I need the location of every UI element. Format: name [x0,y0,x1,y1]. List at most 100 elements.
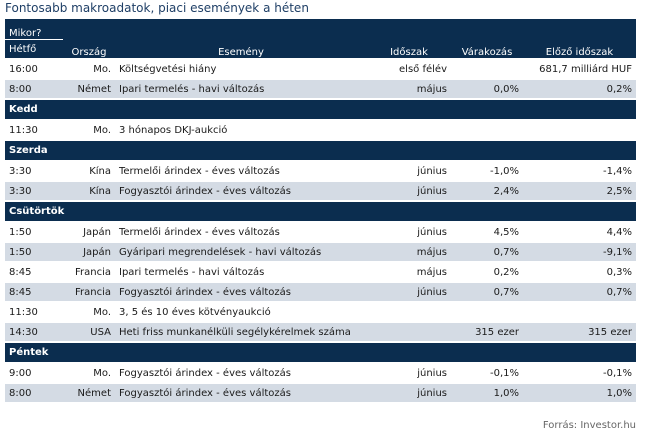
time-cell: 3:30 [5,180,63,201]
previous-cell: 315 ezer [523,321,636,342]
events-table: Mikor? Ország Esemény Időszak Várakozás … [5,18,636,402]
country-cell: Francia [63,261,115,282]
country-cell: Mo. [63,119,115,140]
country-cell: Francia [63,281,115,302]
expected-cell: 0,0% [451,78,523,99]
event-cell: 3 hónapos DKJ-aukció [115,119,367,140]
day-label: Kedd [5,98,636,120]
table-row: 1:50 Japán Gyáripari megrendelések - havi … [5,241,636,262]
country-cell: Japán [63,241,115,262]
time-cell: 11:30 [5,119,63,140]
country-cell: Német [63,382,115,402]
period-cell: június [367,160,451,181]
event-cell: Termelői árindex - éves változás [115,221,367,242]
country-cell: Kína [63,160,115,181]
table-row: 11:30 Mo. 3 hónapos DKJ-aukció [5,119,636,140]
header-expected: Várakozás [451,18,523,59]
event-cell: Ipari termelés - havi változás [115,261,367,282]
day-row: Péntek [5,341,636,363]
expected-cell: 2,4% [451,180,523,201]
period-cell: június [367,281,451,302]
table-row: 16:00 Mo. Költségvetési hiány első félév 681… [5,58,636,79]
country-cell: USA [63,321,115,342]
expected-cell: 4,5% [451,221,523,242]
previous-cell: -1,4% [523,160,636,181]
table-row: 8:00 Német Ipari termelés - havi változás m… [5,78,636,99]
time-cell: 8:45 [5,261,63,282]
previous-cell: -0,1% [523,362,636,383]
country-cell: Kína [63,180,115,201]
event-cell: Fogyasztói árindex - éves változás [115,281,367,302]
period-cell: május [367,241,451,262]
table-row: 8:00 Német Fogyasztói árindex - éves válto… [5,382,636,402]
expected-cell: -1,0% [451,160,523,181]
expected-cell: -0,1% [451,362,523,383]
previous-cell: 2,5% [523,180,636,201]
period-cell [367,301,451,322]
period-cell: június [367,221,451,242]
event-cell: Termelői árindex - éves változás [115,160,367,181]
time-cell: 3:30 [5,160,63,181]
table-row: 3:30 Kína Fogyasztói árindex - éves változ… [5,180,636,201]
period-cell: június [367,362,451,383]
day-label-monday: Hétfő [5,39,63,59]
header-country: Ország [63,18,115,59]
expected-cell [451,301,523,322]
country-cell: Mo. [63,362,115,383]
time-cell: 8:00 [5,78,63,99]
previous-cell: 0,2% [523,78,636,99]
previous-cell: 681,7 milliárd HUF [523,58,636,79]
page-title: Fontosabb makroadatok, piaci események a… [5,1,309,15]
expected-cell: 0,2% [451,261,523,282]
period-cell: május [367,78,451,99]
day-row: Szerda [5,139,636,161]
expected-cell [451,58,523,79]
previous-cell [523,119,636,140]
day-label: Péntek [5,341,636,363]
country-cell: Japán [63,221,115,242]
table-row: 11:30 Mo. 3, 5 és 10 éves kötvényaukció [5,301,636,322]
period-cell: első félév [367,58,451,79]
table-row: 8:45 Francia Fogyasztói árindex - éves vál… [5,281,636,302]
time-cell: 8:00 [5,382,63,402]
time-cell: 14:30 [5,321,63,342]
country-cell: Német [63,78,115,99]
expected-cell: 0,7% [451,281,523,302]
event-cell: Gyáripari megrendelések - havi változás [115,241,367,262]
period-cell [367,321,451,342]
event-cell: Heti friss munkanélküli segélykérelmek s… [115,321,367,342]
table-row: 8:45 Francia Ipari termelés - havi változá… [5,261,636,282]
table-header-row: Mikor? Ország Esemény Időszak Várakozás … [5,18,636,59]
event-cell: 3, 5 és 10 éves kötvényaukció [115,301,367,322]
table-row: 9:00 Mo. Fogyasztói árindex - éves változá… [5,362,636,383]
period-cell: június [367,180,451,201]
country-cell: Mo. [63,301,115,322]
period-cell: május [367,261,451,282]
day-row: Csütörtök [5,200,636,222]
previous-cell: 0,3% [523,261,636,282]
previous-cell: 4,4% [523,221,636,242]
time-cell: 1:50 [5,241,63,262]
header-period: Időszak [367,18,451,59]
event-cell: Ipari termelés - havi változás [115,78,367,99]
expected-cell [451,119,523,140]
previous-cell [523,301,636,322]
header-mikor: Mikor? [5,18,63,40]
previous-cell: 1,0% [523,382,636,402]
expected-cell: 1,0% [451,382,523,402]
time-cell: 1:50 [5,221,63,242]
country-cell: Mo. [63,58,115,79]
header-previous: Előző időszak [523,18,636,59]
previous-cell: 0,7% [523,281,636,302]
table-row: 3:30 Kína Termelői árindex - éves változás… [5,160,636,181]
expected-cell: 0,7% [451,241,523,262]
period-cell [367,119,451,140]
day-label: Szerda [5,139,636,161]
time-cell: 9:00 [5,362,63,383]
event-cell: Fogyasztói árindex - éves változás [115,382,367,402]
table-row: 1:50 Japán Termelői árindex - éves változá… [5,221,636,242]
time-cell: 11:30 [5,301,63,322]
source-note: Forrás: Investor.hu [542,420,636,431]
event-cell: Fogyasztói árindex - éves változás [115,180,367,201]
previous-cell: -9,1% [523,241,636,262]
